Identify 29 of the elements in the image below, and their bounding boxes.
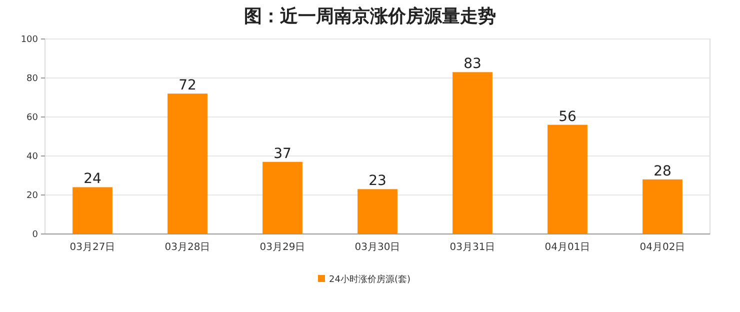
bar bbox=[72, 187, 112, 234]
y-tick-label: 60 bbox=[26, 113, 38, 123]
data-label: 28 bbox=[654, 163, 672, 180]
x-tick-label: 03月28日 bbox=[164, 242, 210, 253]
bar bbox=[358, 189, 398, 234]
bar bbox=[262, 162, 302, 234]
x-tick-label: 04月01日 bbox=[544, 242, 590, 253]
y-tick-label: 0 bbox=[32, 230, 38, 240]
x-tick-label: 03月29日 bbox=[260, 242, 306, 253]
data-label: 23 bbox=[368, 173, 386, 190]
x-tick-label: 04月02日 bbox=[640, 242, 686, 253]
data-label: 24 bbox=[84, 171, 102, 188]
data-label: 83 bbox=[464, 56, 482, 72]
y-tick-label: 80 bbox=[26, 74, 38, 84]
bar bbox=[548, 124, 588, 234]
y-tick-label: 100 bbox=[20, 35, 38, 45]
x-tick-label: 03月27日 bbox=[70, 242, 116, 253]
y-tick-label: 20 bbox=[26, 191, 38, 201]
data-label: 37 bbox=[274, 146, 292, 162]
data-label: 56 bbox=[558, 108, 576, 125]
bar bbox=[168, 94, 208, 234]
bar bbox=[452, 72, 492, 234]
data-label: 72 bbox=[178, 78, 196, 94]
chart-title: 图：近一周南京涨价房源量走势 bbox=[244, 6, 496, 27]
x-tick-label: 03月31日 bbox=[450, 242, 496, 253]
y-tick-label: 40 bbox=[26, 152, 38, 162]
x-tick-label: 03月30日 bbox=[354, 242, 400, 253]
bar bbox=[642, 179, 682, 234]
legend-label: 24小时涨价房源(套) bbox=[329, 274, 410, 285]
